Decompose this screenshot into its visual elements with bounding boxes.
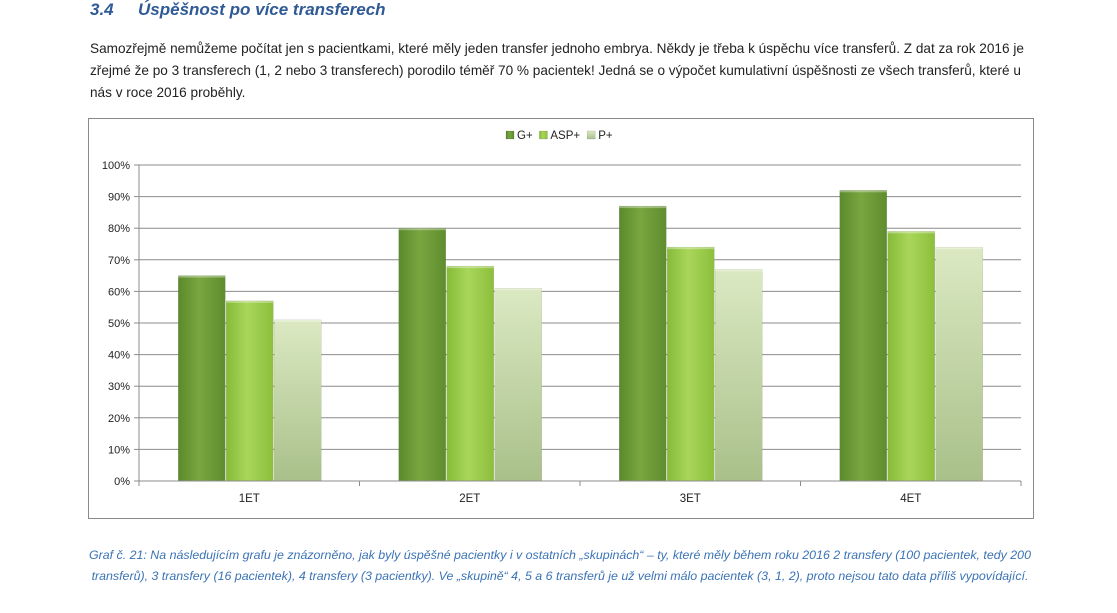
y-tick-label: 100% [102,160,130,172]
bar-pplus-4et [935,246,983,482]
bar-aspplus-2et [446,265,494,482]
bar-aspplus-4et [887,231,935,482]
x-tick-label: 2ET [459,493,480,505]
section-heading: 3.4 Úspěšnost po více transferech [90,0,386,20]
bar-top-highlight [274,319,322,322]
bar-top-highlight [398,228,446,231]
section-title: Úspěšnost po více transferech [138,0,386,19]
x-axis: 1ET 2ET 3ET 4ET [138,480,1022,505]
chart-bars [178,190,983,482]
legend-label: ASP+ [550,130,580,142]
y-tick-label: 40% [108,350,130,362]
x-tick-label: 4ET [900,493,921,505]
bar-pplus-2et [494,287,542,482]
bar-top-highlight [667,247,715,250]
figure-caption: Graf č. 21: Na následujícím grafu je zná… [89,548,1031,583]
y-tick-label: 50% [108,318,130,330]
section-number: 3.4 [90,0,114,19]
bar-top-highlight [446,266,494,269]
legend-swatch [586,130,596,140]
y-axis: 0% 10% 20% 30% 40% 50% 60% 70% 80% 90% 100% [102,160,140,488]
y-tick-label: 90% [108,192,130,204]
chart-legend: G+ ASP+ P+ [505,130,613,142]
bar-top-highlight [715,269,763,272]
y-tick-label: 70% [108,255,130,267]
y-tick-label: 0% [114,476,130,488]
intro-paragraph: Samozřejmě nemůžeme počítat jen s pacien… [90,41,1024,100]
bar-top-highlight [619,206,667,209]
bar-gplus-2et [398,227,446,482]
bar-gplus-4et [839,190,887,482]
y-tick-label: 80% [108,223,130,235]
bar-top-highlight [839,190,887,193]
y-tick-label: 60% [108,286,130,298]
bar-gplus-3et [619,205,667,482]
legend-label: P+ [598,130,613,142]
bar-aspplus-1et [226,300,274,482]
y-tick-label: 20% [108,413,130,425]
bar-top-highlight [494,288,542,291]
x-tick-label: 1ET [239,493,260,505]
bar-pplus-1et [274,319,322,482]
bar-pplus-3et [715,269,763,482]
legend-swatch [505,130,515,140]
bar-top-highlight [935,247,983,250]
bar-aspplus-3et [667,246,715,482]
y-tick-label: 10% [108,444,130,456]
bar-chart: G+ ASP+ P+ 0% 10% 20% 30% 40% 50% 60% 70% 80% 90% 10… [102,130,1022,505]
bar-top-highlight [887,231,935,234]
chart-frame: G+ ASP+ P+ 0% 10% 20% 30% 40% 50% 60% 70% 80% 90% 10… [88,118,1034,519]
x-tick-label: 3ET [680,493,701,505]
legend-label: G+ [517,130,533,142]
bar-top-highlight [226,300,274,303]
bar-top-highlight [178,275,226,278]
legend-swatch [539,130,548,140]
bar-gplus-1et [178,275,226,482]
y-tick-label: 30% [108,381,130,393]
